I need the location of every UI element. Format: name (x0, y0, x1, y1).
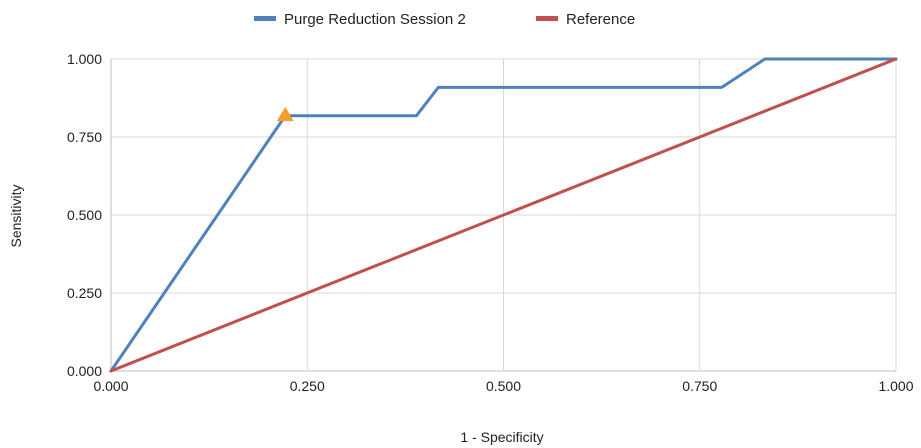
y-axis-title: Sensitivity (8, 184, 24, 247)
y-tick-label: 0.250 (67, 285, 102, 301)
y-tick-label: 0.500 (67, 207, 102, 223)
legend-label-purge-reduction-session-2: Purge Reduction Session 2 (284, 11, 466, 28)
x-tick-label: 0.250 (290, 378, 325, 394)
y-tick-label: 1.000 (67, 51, 102, 67)
y-tick-label: 0.000 (67, 363, 102, 379)
series-line-reference (109, 57, 898, 373)
x-tick-label: 1.000 (878, 378, 913, 394)
markers (276, 106, 294, 122)
legend-swatch-purge-reduction-session-2 (254, 16, 276, 21)
x-tick-label: 0.500 (486, 378, 521, 394)
legend-label-reference: Reference (566, 11, 635, 28)
threshold-marker (276, 106, 294, 122)
x-tick-label: 0.000 (93, 378, 128, 394)
x-axis-title: 1 - Specificity (460, 429, 543, 445)
legend: Purge Reduction Session 2 Reference (254, 11, 635, 28)
y-tick-label: 0.750 (67, 129, 102, 145)
x-tick-label: 0.750 (682, 378, 717, 394)
legend-swatch-reference (536, 16, 558, 21)
tick-labels: 0.000 0.250 0.500 0.750 1.000 0.000 0.250 0.500… (67, 51, 914, 394)
